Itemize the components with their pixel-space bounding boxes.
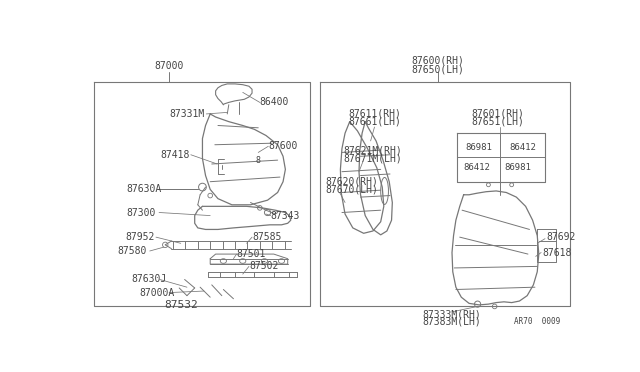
Text: 86412: 86412 <box>463 163 490 172</box>
Text: 87952: 87952 <box>125 232 154 242</box>
Text: 86412: 86412 <box>510 142 537 151</box>
Text: 86400: 86400 <box>260 97 289 108</box>
Text: 87621M(RH): 87621M(RH) <box>344 146 403 156</box>
Text: 87630J: 87630J <box>131 275 166 285</box>
Text: 87501: 87501 <box>237 249 266 259</box>
Text: 8: 8 <box>256 155 260 165</box>
Text: 87611(RH): 87611(RH) <box>348 109 401 119</box>
Text: 87000A: 87000A <box>139 288 174 298</box>
Text: AR70  0009: AR70 0009 <box>515 317 561 326</box>
Text: 87418: 87418 <box>161 150 190 160</box>
Text: 87600(RH): 87600(RH) <box>412 55 465 65</box>
Text: 87585: 87585 <box>252 232 282 242</box>
Text: 86981: 86981 <box>466 142 493 151</box>
Text: 87502: 87502 <box>249 262 278 272</box>
Text: 87671M(LH): 87671M(LH) <box>344 154 403 164</box>
Text: 87650(LH): 87650(LH) <box>412 64 465 74</box>
Text: 87331M: 87331M <box>169 109 204 119</box>
Text: 87532: 87532 <box>164 300 198 310</box>
Text: 87383M(LH): 87383M(LH) <box>422 317 481 327</box>
Text: 87000: 87000 <box>154 61 184 71</box>
Text: 87618: 87618 <box>542 247 572 257</box>
Text: 87333M(RH): 87333M(RH) <box>422 309 481 319</box>
Text: 87661(LH): 87661(LH) <box>348 117 401 126</box>
Text: 87620(RH): 87620(RH) <box>326 177 378 187</box>
Text: 87692: 87692 <box>547 232 576 242</box>
Text: 87630A: 87630A <box>127 185 162 195</box>
Text: 87600: 87600 <box>268 141 298 151</box>
Text: 87300: 87300 <box>127 208 156 218</box>
Text: 87580: 87580 <box>117 246 147 256</box>
Text: 86981: 86981 <box>504 163 531 172</box>
Text: 87601(RH): 87601(RH) <box>472 109 524 119</box>
Text: 87670(LH): 87670(LH) <box>326 185 378 195</box>
Text: 87651(LH): 87651(LH) <box>472 117 524 126</box>
Text: 87343: 87343 <box>271 211 300 221</box>
